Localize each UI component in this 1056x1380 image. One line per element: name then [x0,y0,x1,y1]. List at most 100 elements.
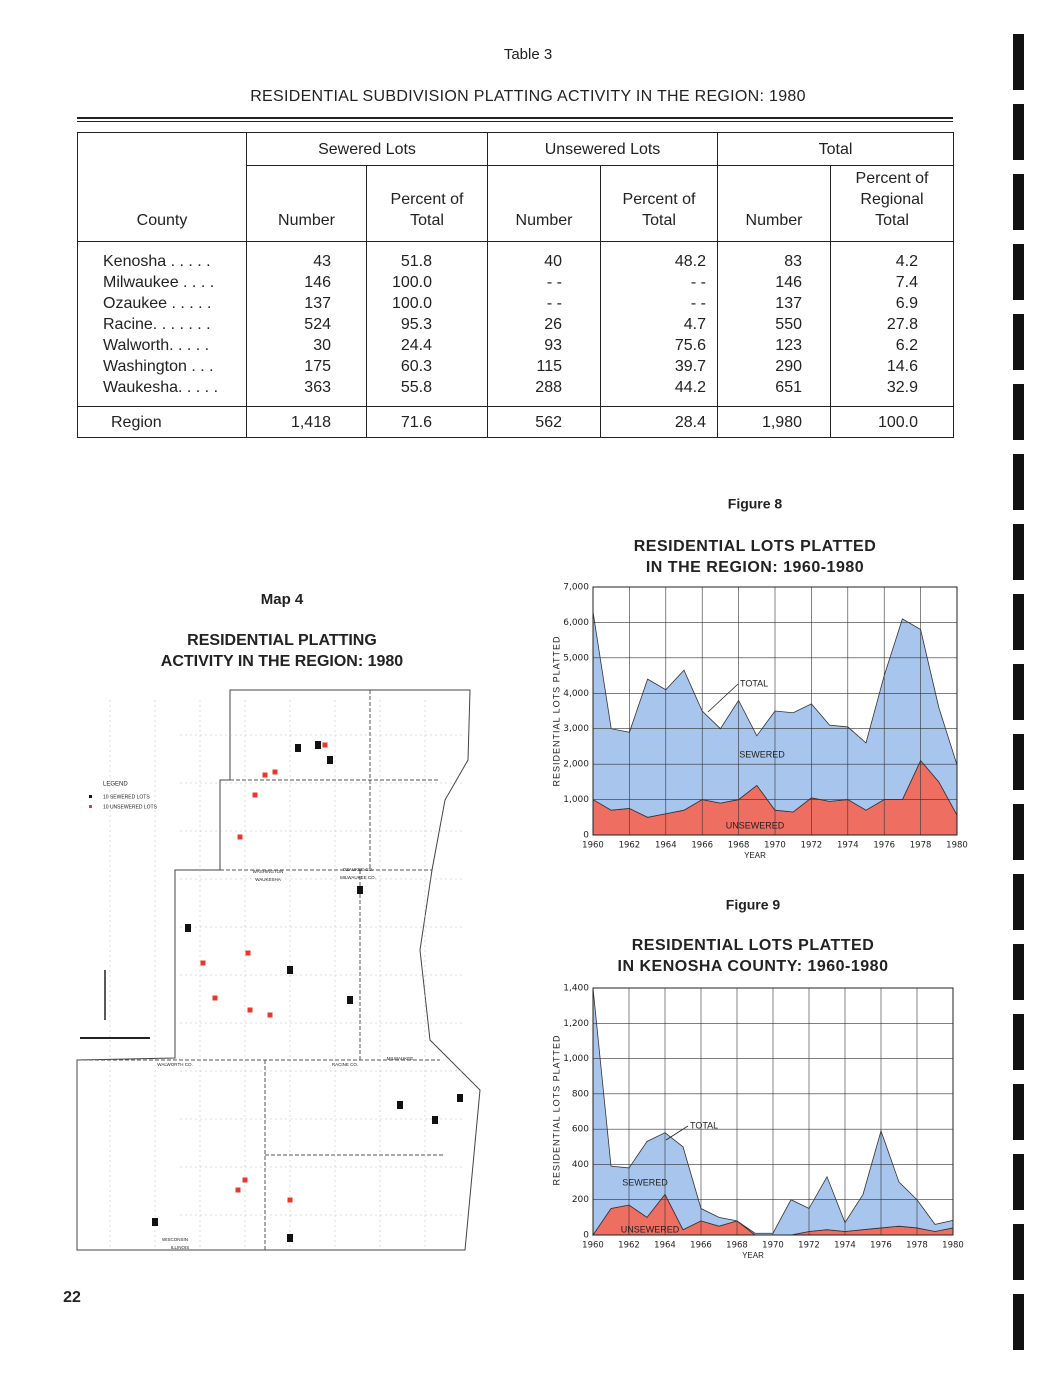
x-tick-label: 1978 [910,841,932,851]
x-tick-label: 1968 [726,1241,748,1251]
table-cell: 137 [717,293,831,314]
table-cell: 28.4 [600,406,718,438]
table-cell: Total [717,132,954,166]
table-cell: Unsewered Lots [487,132,718,166]
plot-frame [592,987,954,1236]
table-cell: 137 [246,293,367,314]
table-cell: 75.6 [600,335,718,356]
table-cell: 4.2 [830,241,954,272]
table-cell: 562 [487,406,601,438]
unsewered-site [212,995,218,1001]
table-cell: Waukesha. . . . . [77,377,247,407]
y-tick-label: 3,000 [563,724,589,734]
table-cell: 27.8 [830,314,954,335]
figure-subtitle: IN THE REGION: 1960-1980 [646,559,864,576]
table-cell: 51.8 [366,241,488,272]
y-tick-label: 600 [572,1125,589,1135]
table-cell: 93 [487,335,601,356]
sewered-site [327,756,333,764]
x-tick-label: 1974 [834,1241,856,1251]
binding-mark [1013,104,1024,160]
y-tick-label: 2,000 [563,760,589,770]
unsewered-site [200,960,206,966]
figure-subtitle: RESIDENTIAL LOTS PLATTED [634,538,877,555]
x-tick-label: 1976 [870,1241,892,1251]
sewered-site [347,996,353,1004]
sewered-site [185,924,191,932]
binding-mark [1013,174,1024,230]
table-cell: 24.4 [366,335,488,356]
binding-mark [1013,244,1024,300]
map-outline [76,689,481,1251]
x-tick-label: 1976 [873,841,895,851]
binding-mark [1013,734,1024,790]
table-cell: 7.4 [830,272,954,293]
unsewered-site [247,1007,253,1013]
binding-mark [1013,804,1024,860]
sewered-site [457,1094,463,1102]
unsewered-site [235,1187,241,1193]
total-label: TOTAL [740,678,768,688]
y-tick-label: 7,000 [563,583,589,593]
table-cell: 44.2 [600,377,718,407]
x-tick-label: 1966 [690,1241,712,1251]
table-cell: 123 [717,335,831,356]
binding-mark [1013,1224,1024,1280]
x-tick-label: 1972 [801,841,823,851]
series-label: SEWERED [739,749,785,759]
table-cell: 95.3 [366,314,488,335]
table-cell: Sewered Lots [246,132,488,166]
sewered-site [432,1116,438,1124]
sewered-site [295,744,301,752]
table-row: County Sewered Lots Unsewered Lots Total [77,132,954,242]
table-cell: County [77,132,247,242]
table-row: Walworth. . . . . 30 24.4 93 75.6 123 6.2 [77,335,954,356]
table-cell: 288 [487,377,601,407]
table-cell: 48.2 [600,241,718,272]
x-tick-label: 1974 [837,841,859,851]
x-axis-label: YEAR [744,851,766,860]
table-row: Waukesha. . . . . 363 55.8 288 44.2 651 32.9 [77,377,954,407]
legend-label: 10 UNSEWERED LOTS [103,804,158,810]
table-cell: 6.2 [830,335,954,356]
table-cell: 290 [717,356,831,377]
binding-mark [1013,454,1024,510]
table-cell: 100.0 [366,272,488,293]
table-cell: 1,418 [246,406,367,438]
x-tick-label: 1964 [655,841,677,851]
table-cell: Percent of Regional Total [830,165,954,242]
x-tick-label: 1964 [654,1241,676,1251]
table-cell: 146 [717,272,831,293]
table-cell: Number [487,165,601,242]
unsewered-site [245,950,251,956]
legend-swatch [89,805,92,808]
x-tick-label: 1980 [942,1241,964,1251]
table-cell: Ozaukee . . . . . [77,293,247,314]
table-row: Ozaukee . . . . . 137 100.0- -- -137 6.9 [77,293,954,314]
table-cell: - - [600,293,718,314]
leader-line [707,683,739,713]
map-label: OZAUKEE CO. [343,867,374,872]
sewered-site [315,741,321,749]
x-tick-label: 1960 [582,1241,604,1251]
table-cell: 43 [246,241,367,272]
unsewered-site [267,1012,273,1018]
legend-title: LEGEND [103,782,128,788]
series-label: SEWERED [622,1177,668,1187]
legend-swatch [89,795,92,798]
binding-mark [1013,314,1024,370]
x-tick-label: 1978 [906,1241,928,1251]
table-body: County Sewered Lots Unsewered Lots Total Num… [77,132,954,438]
x-tick-label: 1970 [762,1241,784,1251]
map-label: MILWAUKEE CO. [340,875,376,880]
table-cell: 1,980 [717,406,831,438]
legend-label: 10 SEWERED LOTS [103,794,150,800]
y-tick-label: 1,000 [563,795,589,805]
table-subtitle: RESIDENTIAL SUBDIVISION PLATTING ACTIVIT… [250,88,806,105]
table-cell: 4.7 [600,314,718,335]
sewered-site [287,966,293,974]
rule [77,121,953,122]
table: County Sewered Lots Unsewered Lots Total Num… [77,132,954,438]
binding-mark [1013,944,1024,1000]
table-cell: 60.3 [366,356,488,377]
